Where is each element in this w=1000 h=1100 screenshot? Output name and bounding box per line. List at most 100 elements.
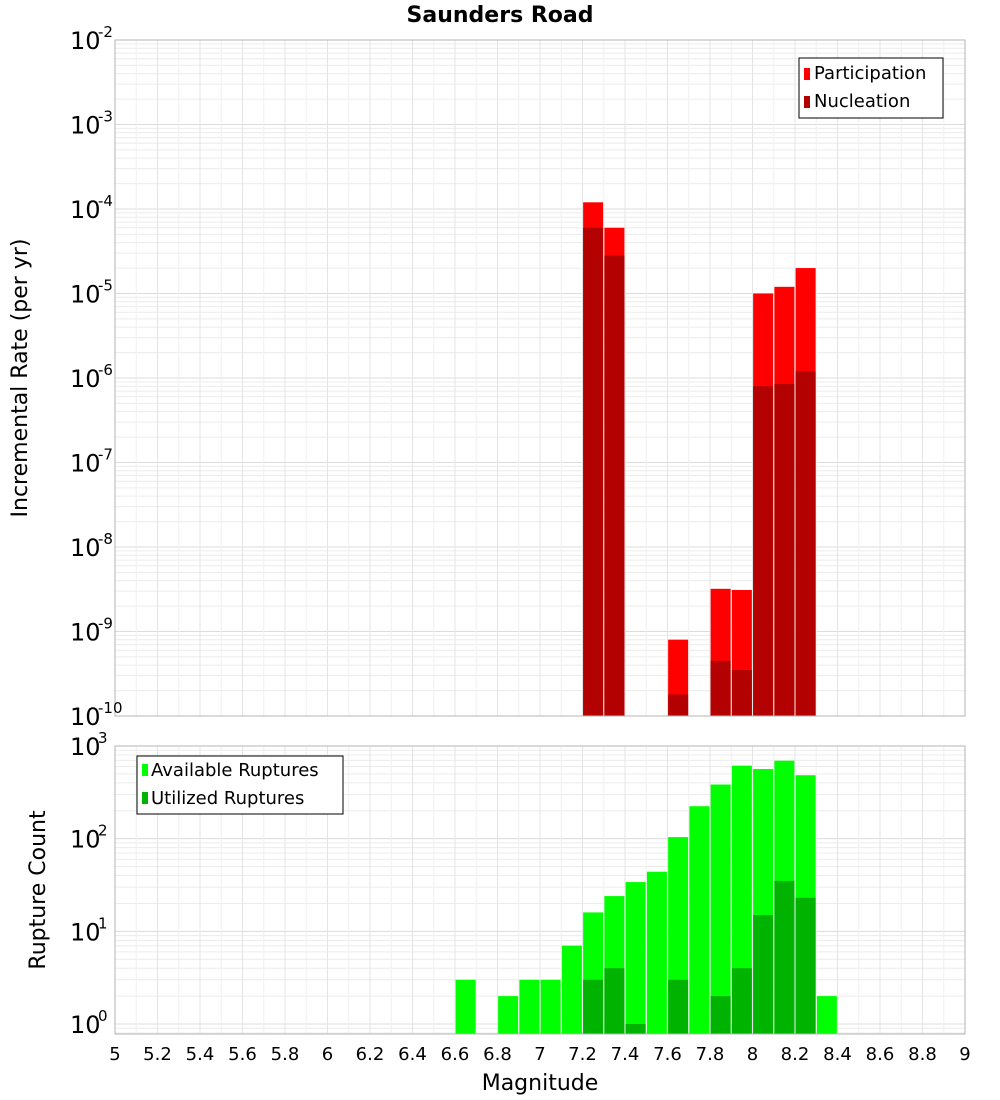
x-tick-label: 5.6 bbox=[228, 1044, 257, 1065]
bar-available-ruptures bbox=[625, 882, 646, 1034]
top-panel-legend: Participation Nucleation bbox=[798, 57, 944, 119]
x-tick-label: 5 bbox=[109, 1044, 120, 1065]
y-tick-exponent: -10 bbox=[98, 699, 123, 717]
top-panel-y-axis-label: Incremental Rate (per yr) bbox=[8, 239, 33, 518]
y-tick-label: 10 bbox=[70, 703, 101, 731]
bar-available-ruptures bbox=[498, 996, 519, 1034]
y-tick-exponent: 0 bbox=[98, 1007, 108, 1025]
y-tick-exponent: -6 bbox=[98, 361, 113, 379]
x-tick-label: 7.8 bbox=[696, 1044, 725, 1065]
y-tick-label: 10 bbox=[70, 450, 101, 478]
bar-available-ruptures bbox=[519, 979, 540, 1034]
y-tick-exponent: -7 bbox=[98, 446, 113, 464]
bottom-panel-x-ticks: 5 5.2 5.4 5.6 5.8 6 6.2 6.4 6.6 6.8 7 7.2 7.4 7.6 7.8 8… bbox=[109, 1044, 970, 1065]
bar-utilized-ruptures bbox=[625, 1024, 646, 1034]
x-tick-label: 6 bbox=[322, 1044, 333, 1065]
bottom-panel-y-axis-label: Rupture Count bbox=[26, 810, 51, 970]
x-tick-label: 7.4 bbox=[611, 1044, 640, 1065]
bar-nucleation bbox=[774, 383, 795, 716]
top-legend-box bbox=[798, 57, 944, 119]
x-tick-label: 6.8 bbox=[483, 1044, 512, 1065]
bar-nucleation bbox=[795, 371, 816, 716]
y-tick-exponent: 3 bbox=[98, 729, 108, 747]
bottom-panel-bars bbox=[455, 760, 837, 1034]
legend-swatch-participation bbox=[804, 68, 810, 80]
x-tick-label: 7 bbox=[534, 1044, 545, 1065]
top-panel-bars bbox=[583, 202, 816, 716]
x-tick-label: 5.4 bbox=[186, 1044, 215, 1065]
bar-utilized-ruptures bbox=[583, 979, 604, 1034]
y-tick-exponent: 1 bbox=[98, 914, 108, 932]
x-tick-label: 8.8 bbox=[908, 1044, 937, 1065]
bar-nucleation bbox=[583, 227, 604, 716]
bottom-panel-legend: Available Ruptures Utilized Ruptures bbox=[136, 755, 344, 815]
y-tick-label: 10 bbox=[70, 112, 101, 140]
x-tick-label: 8 bbox=[747, 1044, 758, 1065]
y-tick-label: 10 bbox=[70, 196, 101, 224]
x-tick-label: 9 bbox=[959, 1044, 970, 1065]
legend-swatch-utilized-ruptures bbox=[142, 792, 148, 804]
x-tick-label: 5.8 bbox=[271, 1044, 300, 1065]
bar-utilized-ruptures bbox=[668, 979, 689, 1034]
x-tick-label: 7.6 bbox=[653, 1044, 682, 1065]
bar-nucleation bbox=[604, 255, 625, 716]
top-panel-grid bbox=[114, 39, 966, 717]
bar-available-ruptures bbox=[646, 871, 667, 1034]
y-tick-exponent: 2 bbox=[98, 822, 108, 840]
bar-utilized-ruptures bbox=[753, 915, 774, 1034]
x-tick-label: 8.2 bbox=[781, 1044, 810, 1065]
x-tick-label: 6.2 bbox=[356, 1044, 385, 1065]
bar-available-ruptures bbox=[561, 945, 582, 1034]
x-tick-label: 6.4 bbox=[398, 1044, 427, 1065]
y-tick-label: 10 bbox=[70, 27, 101, 55]
legend-label-utilized-ruptures: Utilized Ruptures bbox=[151, 788, 304, 809]
bar-available-ruptures bbox=[455, 979, 476, 1034]
legend-swatch-available-ruptures bbox=[142, 764, 148, 776]
legend-label-participation: Participation bbox=[814, 63, 926, 84]
x-tick-label: 5.2 bbox=[143, 1044, 172, 1065]
y-tick-label: 10 bbox=[70, 534, 101, 562]
legend-label-nucleation: Nucleation bbox=[814, 91, 910, 112]
x-tick-label: 8.4 bbox=[823, 1044, 852, 1065]
y-tick-exponent: -8 bbox=[98, 530, 113, 548]
bar-utilized-ruptures bbox=[604, 968, 625, 1034]
bar-utilized-ruptures bbox=[731, 968, 752, 1034]
x-tick-label: 6.6 bbox=[441, 1044, 470, 1065]
chart-title: Saunders Road bbox=[407, 3, 594, 28]
y-tick-exponent: -9 bbox=[98, 615, 113, 633]
legend-label-available-ruptures: Available Ruptures bbox=[151, 760, 319, 781]
y-tick-label: 10 bbox=[70, 281, 101, 309]
bar-nucleation bbox=[710, 660, 731, 716]
bar-nucleation bbox=[668, 694, 689, 716]
bottom-panel-frame bbox=[114, 745, 966, 1035]
bar-nucleation bbox=[731, 670, 752, 716]
bar-available-ruptures bbox=[710, 784, 731, 1034]
x-tick-label: 7.2 bbox=[568, 1044, 597, 1065]
bar-utilized-ruptures bbox=[795, 897, 816, 1034]
bar-utilized-ruptures bbox=[774, 880, 795, 1034]
bar-available-ruptures bbox=[689, 806, 710, 1034]
x-axis-label: Magnitude bbox=[482, 1071, 599, 1096]
y-tick-label: 10 bbox=[70, 733, 101, 761]
bottom-legend-box bbox=[136, 755, 344, 815]
y-tick-label: 10 bbox=[70, 365, 101, 393]
bar-available-ruptures bbox=[540, 979, 561, 1034]
y-tick-exponent: -4 bbox=[98, 192, 113, 210]
bar-available-ruptures bbox=[816, 996, 837, 1034]
y-tick-exponent: -2 bbox=[98, 23, 113, 41]
y-tick-exponent: -5 bbox=[98, 277, 113, 295]
bar-utilized-ruptures bbox=[710, 996, 731, 1034]
legend-swatch-nucleation bbox=[804, 96, 810, 108]
y-tick-exponent: -3 bbox=[98, 108, 113, 126]
bar-nucleation bbox=[753, 386, 774, 716]
x-tick-label: 8.6 bbox=[866, 1044, 895, 1065]
bar-available-ruptures bbox=[731, 765, 752, 1034]
y-tick-label: 10 bbox=[70, 619, 101, 647]
y-tick-label: 10 bbox=[70, 918, 101, 946]
top-panel-frame bbox=[114, 39, 966, 717]
y-tick-label: 10 bbox=[70, 826, 101, 854]
y-tick-label: 10 bbox=[70, 1011, 101, 1039]
